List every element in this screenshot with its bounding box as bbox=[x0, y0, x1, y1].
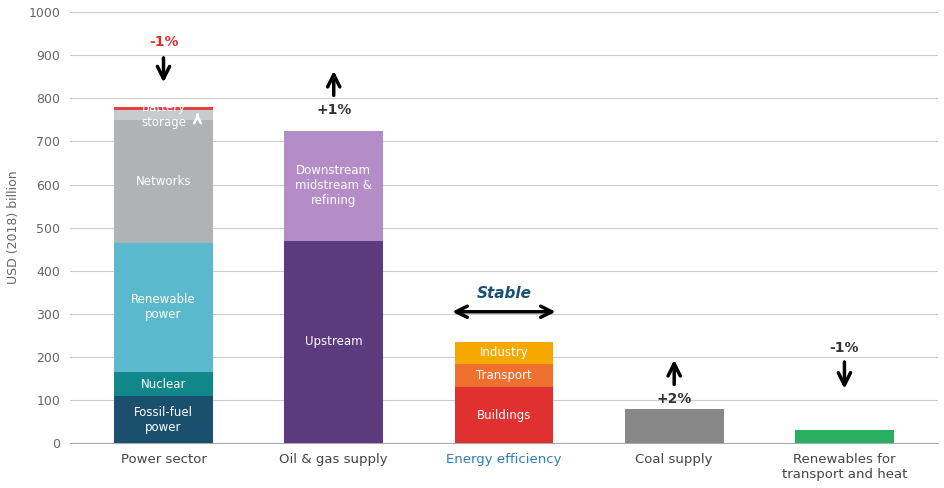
Bar bbox=[114, 110, 212, 120]
Text: Buildings: Buildings bbox=[477, 409, 531, 422]
Text: Upstream: Upstream bbox=[305, 335, 362, 348]
Bar bbox=[284, 131, 382, 241]
Bar bbox=[114, 120, 212, 243]
Text: Industry: Industry bbox=[480, 346, 528, 359]
Bar bbox=[114, 396, 212, 443]
Text: -1%: -1% bbox=[829, 341, 858, 355]
Text: +1%: +1% bbox=[315, 102, 351, 117]
Bar bbox=[114, 107, 212, 110]
Bar bbox=[454, 364, 553, 387]
Text: Downstream
midstream &
refining: Downstream midstream & refining bbox=[295, 164, 372, 207]
Text: Stable: Stable bbox=[476, 286, 531, 301]
Bar bbox=[454, 342, 553, 364]
Text: Battery
storage: Battery storage bbox=[141, 101, 186, 129]
Text: Transport: Transport bbox=[476, 369, 531, 382]
Text: -1%: -1% bbox=[148, 35, 178, 49]
Bar bbox=[114, 243, 212, 372]
Text: Networks: Networks bbox=[136, 175, 191, 188]
Text: Renewable
power: Renewable power bbox=[131, 293, 195, 322]
Text: Nuclear: Nuclear bbox=[141, 378, 186, 390]
Y-axis label: USD (2018) billion: USD (2018) billion bbox=[7, 171, 20, 285]
Bar bbox=[454, 387, 553, 443]
Text: Fossil-fuel
power: Fossil-fuel power bbox=[134, 406, 193, 434]
Bar bbox=[284, 241, 382, 443]
Bar bbox=[794, 430, 893, 443]
Text: +2%: +2% bbox=[656, 391, 691, 406]
Bar bbox=[114, 372, 212, 396]
Bar bbox=[624, 409, 723, 443]
